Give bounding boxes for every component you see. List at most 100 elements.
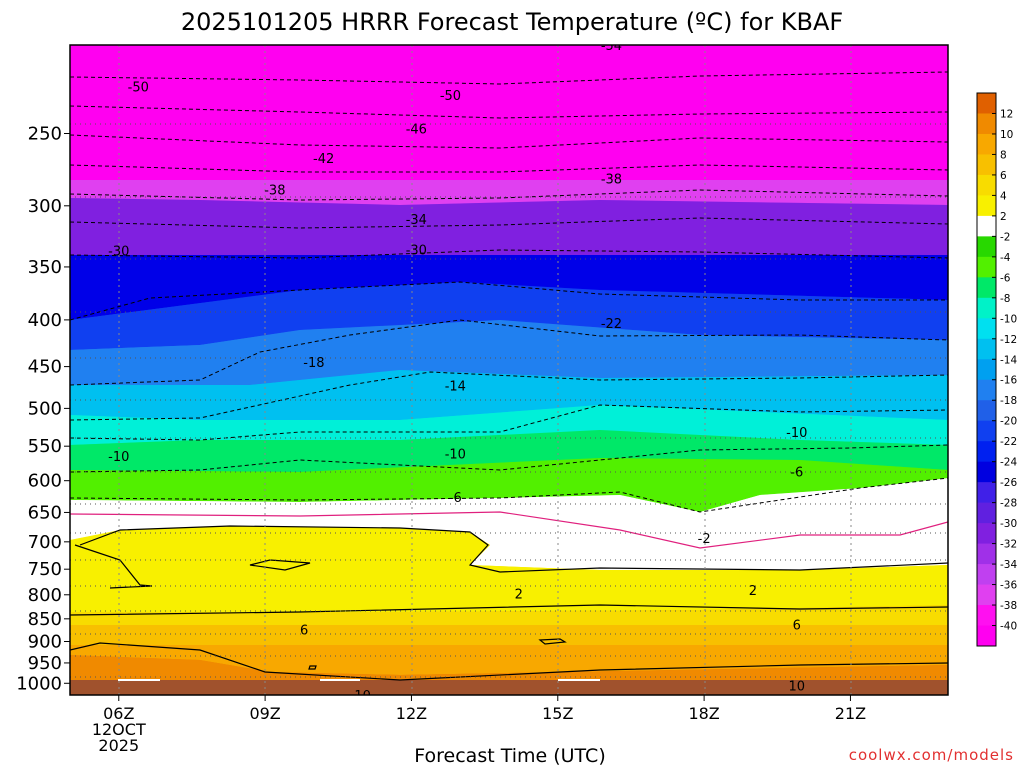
contour-label: -30 [406, 244, 427, 259]
y-tick-label: 950 [28, 653, 62, 674]
x-axis-label: Forecast Time (UTC) [414, 745, 605, 767]
x-tick-label: 21Z [835, 704, 866, 723]
band-orange [70, 645, 948, 675]
contour-label: -38 [601, 172, 622, 187]
y-tick-label: 900 [28, 631, 62, 652]
y-tick-label: 800 [28, 585, 62, 606]
colorbar-swatch [977, 174, 996, 196]
contour-label: -54 [601, 39, 622, 54]
contour-label: -34 [406, 213, 427, 228]
band-light-orange [70, 625, 948, 645]
band-yellow [70, 526, 948, 612]
colorbar-label: -20 [1000, 416, 1017, 428]
contour-label: -10 [108, 450, 129, 465]
contour-labels: -54-50-50-46-42-38-38-34-30 -30-22-18-14-… [108, 39, 807, 704]
colorbar-label: -22 [1000, 436, 1017, 448]
x-tick-label: 15Z [542, 704, 573, 723]
colorbar-swatch [977, 297, 996, 319]
y-axis: 2503003504004505005506006507007508008509… [16, 123, 70, 694]
contour-label: -18 [303, 356, 324, 371]
colorbar-swatch [977, 113, 996, 135]
ground-band [70, 680, 948, 695]
y-tick-label: 400 [28, 310, 62, 331]
band-aqua [70, 405, 948, 445]
colorbar-swatch [977, 482, 996, 504]
y-tick-label: 600 [28, 471, 62, 492]
colorbar-label: -26 [1000, 477, 1017, 489]
colorbar-label: -8 [1000, 293, 1010, 305]
colorbar-swatch [977, 420, 996, 442]
contour-label: 10 [354, 689, 371, 704]
colorbar-label: -24 [1000, 457, 1017, 469]
colorbar-label: 4 [1000, 190, 1007, 202]
colorbar-label: 8 [1000, 149, 1007, 161]
x-tick-label: 12OCT [92, 720, 146, 739]
x-tick-label: 2025 [98, 736, 139, 755]
y-tick-label: 700 [28, 532, 62, 553]
colorbar-swatch [977, 256, 996, 278]
y-tick-label: 250 [28, 123, 62, 144]
y-tick-label: 350 [28, 257, 62, 278]
colorbar-label: -4 [1000, 252, 1011, 264]
y-tick-label: 1000 [16, 673, 62, 694]
band-purple [70, 180, 948, 205]
colorbar-swatch [977, 338, 996, 360]
y-tick-label: 300 [28, 196, 62, 217]
colorbar-label: 12 [1000, 108, 1013, 120]
contour-label: -42 [313, 152, 334, 167]
colorbar-label: -32 [1000, 539, 1017, 551]
colorbar-label: -16 [1000, 375, 1017, 387]
band-green [70, 458, 948, 512]
colorbar-swatch [977, 318, 996, 340]
colorbar-label: 2 [1000, 211, 1007, 223]
colorbar-swatch [977, 625, 996, 647]
contour-label: -50 [440, 89, 461, 104]
y-tick-label: 500 [28, 398, 62, 419]
colorbar-label: -30 [1000, 518, 1017, 530]
colorbar-label: -28 [1000, 498, 1017, 510]
colorbar-swatch [977, 379, 996, 401]
colorbar-swatch [977, 543, 996, 565]
contour-label: -30 [108, 245, 129, 260]
y-tick-label: 750 [28, 559, 62, 580]
contour-label: -38 [264, 184, 285, 199]
temperature-fill: -54-50-50-46-42-38-38-34-30 -30-22-18-14-… [70, 39, 948, 704]
contour-label: -6 [790, 465, 803, 480]
contour-label: -2 [698, 532, 711, 547]
colorbar-label: -38 [1000, 600, 1017, 612]
colorbar-swatch [977, 584, 996, 606]
colorbar-swatch [977, 605, 996, 627]
credit-text: coolwx.com/models [849, 746, 1014, 764]
colorbar-swatch [977, 215, 996, 237]
colorbar-swatch [977, 133, 996, 155]
colorbar-swatch [977, 236, 996, 258]
colorbar-swatch [977, 441, 996, 463]
contour-label: -10 [445, 447, 466, 462]
contour-label: 6 [300, 623, 308, 638]
y-tick-label: 650 [28, 502, 62, 523]
y-tick-label: 550 [28, 436, 62, 457]
band-yellow-orange [70, 605, 948, 625]
band-blue-mid [70, 320, 948, 385]
colorbar-label: -36 [1000, 580, 1017, 592]
colorbar-swatch [977, 359, 996, 381]
time-gridlines [118, 45, 852, 695]
x-tick-label: 18Z [688, 704, 719, 723]
solid-contours [70, 525, 948, 681]
contour-label: -22 [601, 317, 622, 332]
y-tick-label: 850 [28, 609, 62, 630]
colorbar-swatch [977, 564, 996, 586]
contour-label: -10 [786, 426, 807, 441]
freezing-line [70, 511, 948, 549]
colorbar-swatch [977, 195, 996, 217]
colorbar-label: 10 [1000, 129, 1013, 141]
x-tick-label: 09Z [249, 704, 280, 723]
contour-label: 2 [749, 584, 757, 599]
colorbar-frame [976, 92, 997, 647]
band-cyan [70, 370, 948, 420]
colorbar-label: -14 [1000, 354, 1017, 366]
chart-title: 2025101205 HRRR Forecast Temperature (ºC… [181, 8, 843, 36]
